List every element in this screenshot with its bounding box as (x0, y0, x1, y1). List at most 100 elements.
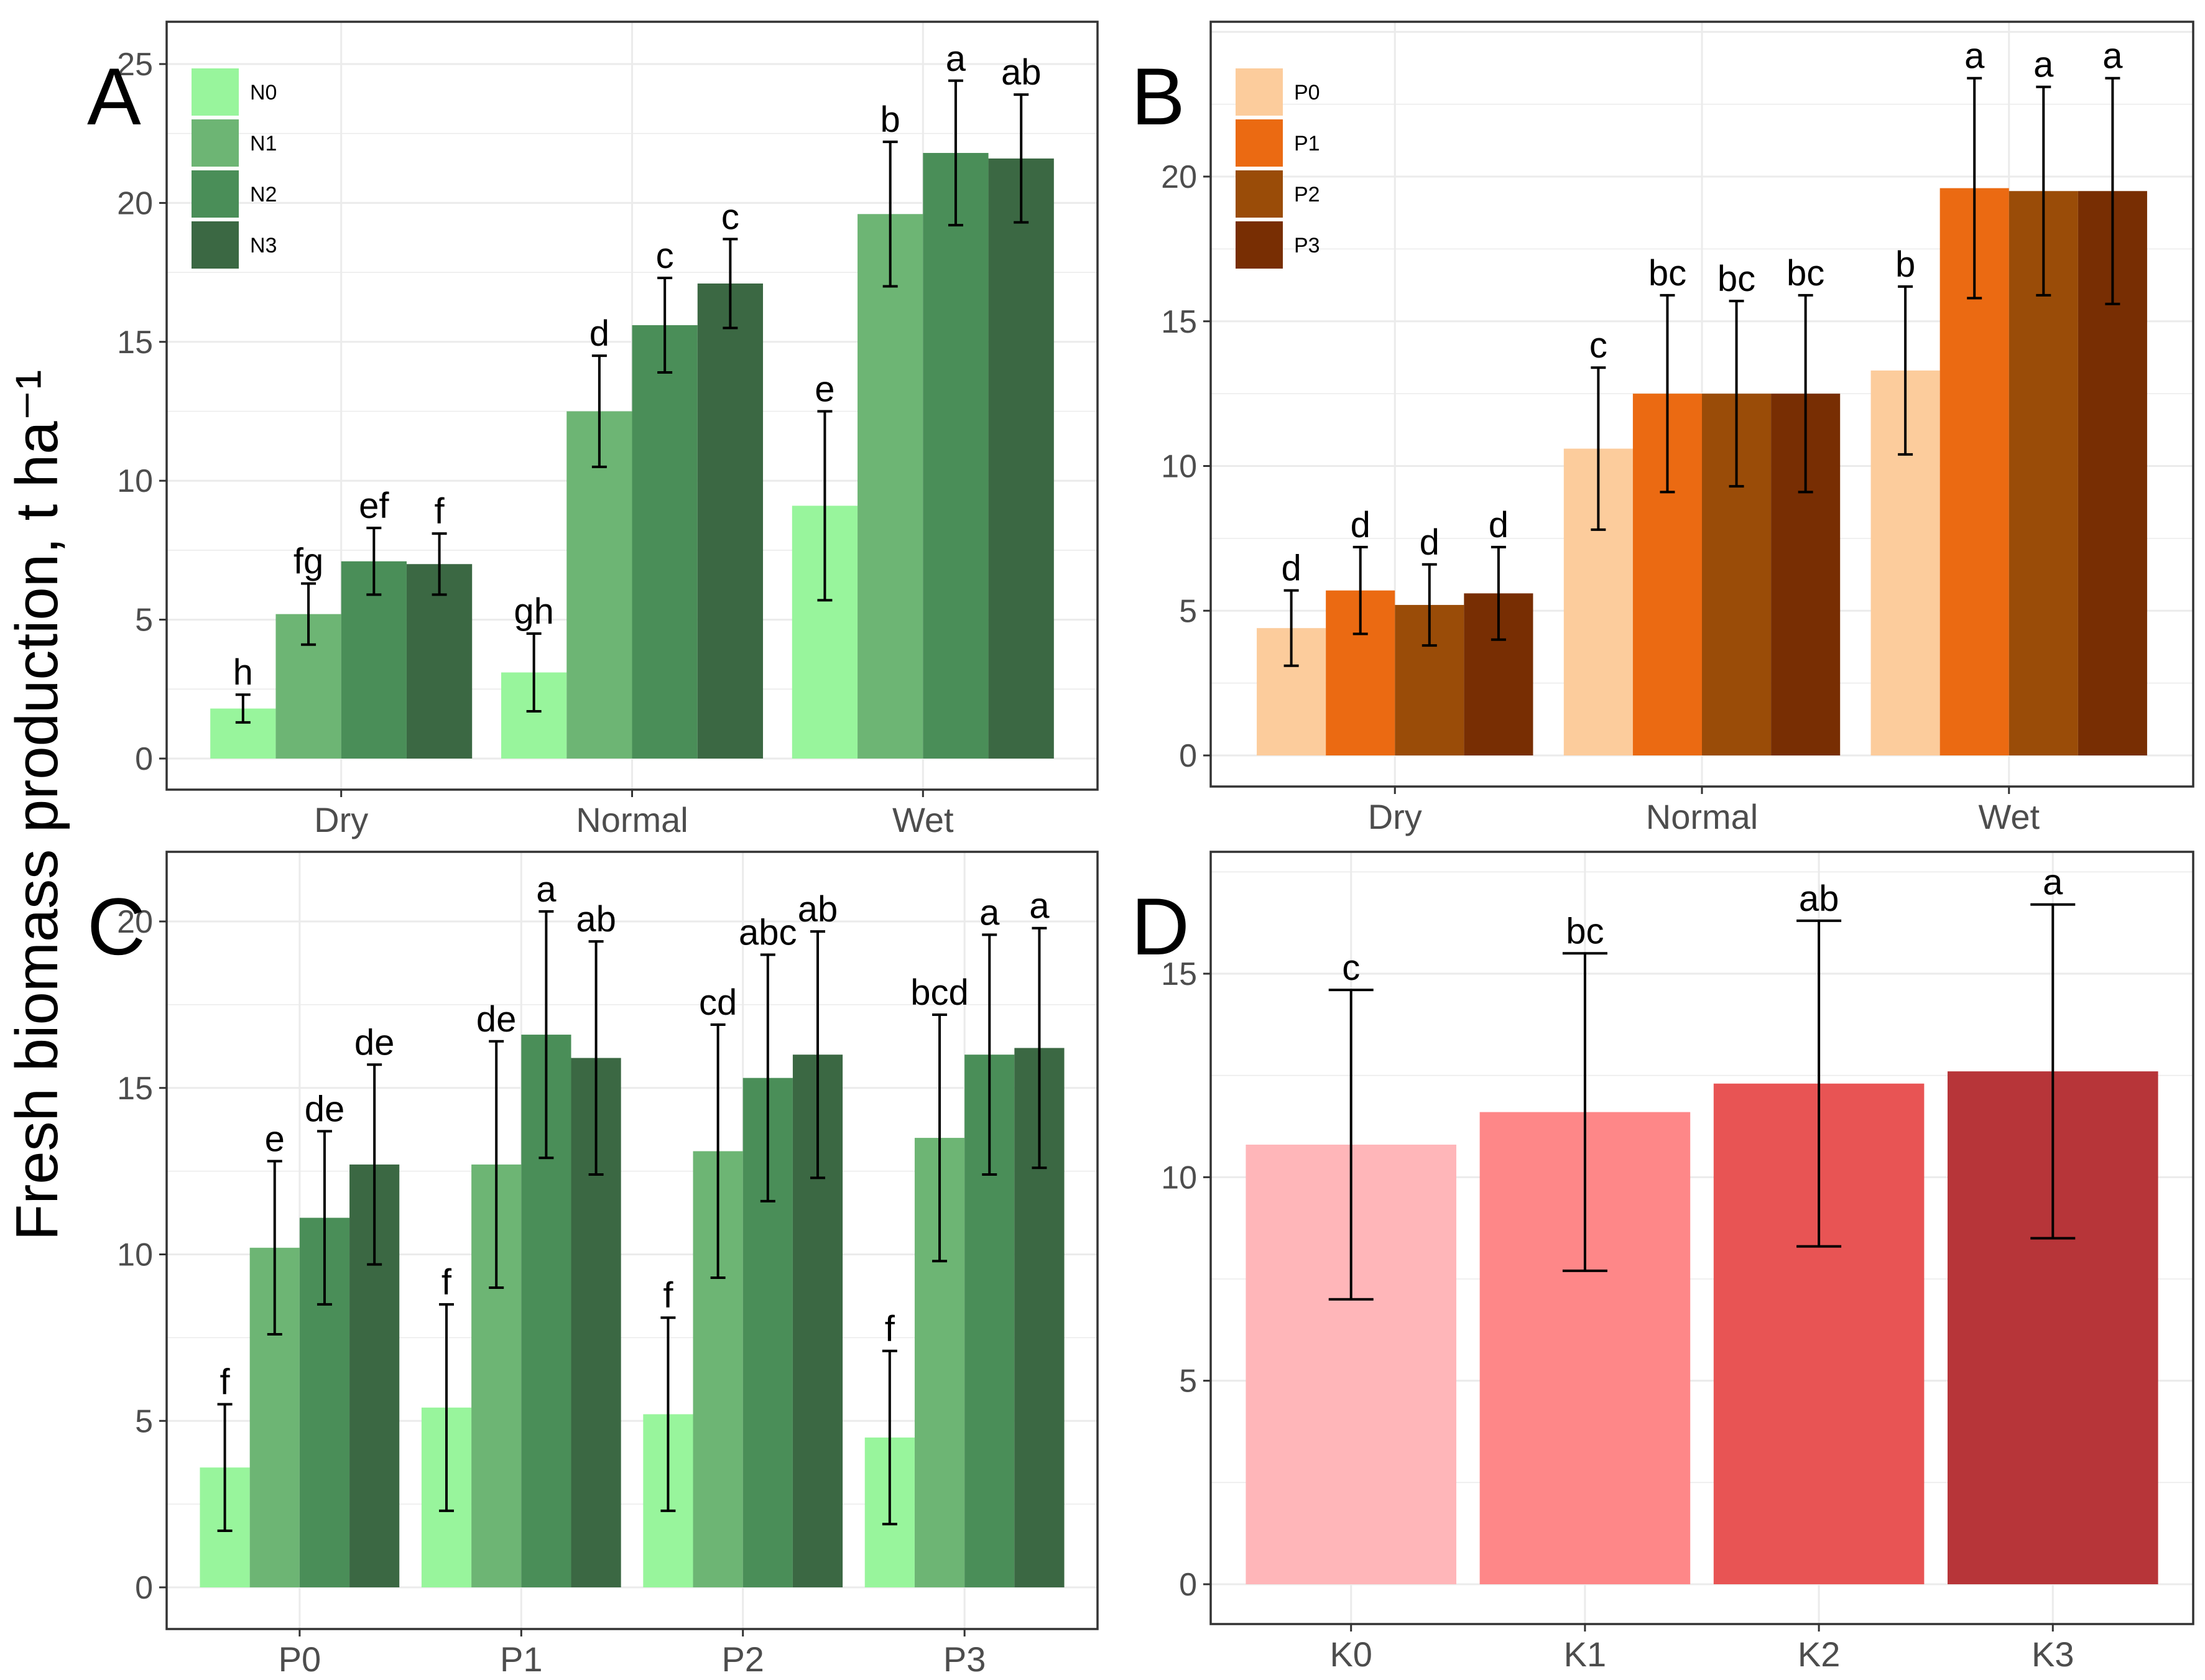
y-tick-label: 10 (1161, 449, 1197, 485)
x-tick-label: P2 (721, 1640, 764, 1679)
significance-letter: b (881, 99, 900, 140)
significance-letter: bc (1566, 911, 1604, 951)
x-tick-label: P0 (279, 1640, 321, 1679)
x-tick-label: Dry (1368, 797, 1422, 836)
y-tick-label: 20 (1161, 159, 1197, 195)
x-tick-label: K1 (1564, 1635, 1607, 1674)
significance-letter: ab (798, 889, 838, 930)
significance-letter: e (815, 369, 834, 410)
significance-letter: f (435, 491, 445, 532)
significance-letter: f (441, 1262, 452, 1303)
y-tick-label: 5 (135, 1403, 153, 1439)
bar-n3-wet (988, 158, 1054, 759)
significance-letter: ab (1001, 52, 1042, 93)
x-tick-label: K3 (2032, 1635, 2074, 1674)
significance-letter: d (1420, 522, 1440, 563)
legend-key-n1 (192, 119, 239, 167)
y-tick-label: 10 (1161, 1160, 1197, 1196)
y-tick-label: 10 (117, 463, 153, 499)
significance-letter: b (1895, 244, 1915, 285)
bar-n2-wet (923, 152, 989, 759)
y-tick-label: 15 (117, 325, 153, 361)
x-tick-label: Normal (576, 800, 688, 839)
bar-n2-normal (632, 325, 698, 759)
y-tick-label: 25 (117, 47, 153, 83)
legend-key-p1 (1236, 119, 1283, 167)
legend-key-n3 (192, 221, 239, 269)
panel-border (1209, 851, 2194, 1625)
x-tick-label: Wet (892, 800, 954, 839)
y-tick-label: 5 (1179, 593, 1197, 629)
y-tick-label: 0 (1179, 1567, 1197, 1603)
panel-label: B (1131, 51, 1185, 142)
significance-letter: de (305, 1089, 345, 1129)
significance-letter: a (536, 869, 557, 910)
legend-key-n2 (192, 170, 239, 218)
panel-label: C (87, 881, 146, 972)
x-tick-label: Normal (1646, 797, 1758, 836)
panel-label: D (1131, 881, 1190, 972)
legend-label: P3 (1294, 234, 1320, 257)
legend-label: P2 (1294, 183, 1320, 206)
significance-letter: f (220, 1362, 231, 1402)
significance-letter: a (2033, 45, 2054, 85)
significance-letter: a (1964, 36, 1985, 76)
panel-a: h gh e fg d b ef c a f c ab 0 5 10 15 20 25 Dry Normal Wet A N… (87, 21, 1099, 839)
y-tick-label: 15 (1161, 956, 1197, 992)
significance-letter: d (589, 313, 609, 354)
significance-letter: ab (576, 899, 616, 939)
legend-key-p3 (1236, 221, 1283, 269)
significance-letter: bc (1717, 259, 1755, 299)
legend-key-p2 (1236, 170, 1283, 218)
bar-n1-wet (858, 214, 923, 759)
significance-letter: bc (1648, 253, 1686, 293)
legend-label: P1 (1294, 132, 1320, 155)
significance-letter: a (979, 892, 1000, 933)
significance-letter: fg (294, 542, 323, 582)
x-tick-label: P3 (943, 1640, 986, 1679)
significance-letter: ab (1799, 879, 1839, 919)
y-tick-label: 20 (117, 904, 153, 940)
significance-letter: ef (359, 486, 389, 526)
x-tick-label: K0 (1329, 1635, 1372, 1674)
significance-letter: a (1029, 886, 1050, 926)
y-tick-label: 5 (135, 602, 153, 639)
legend-key-p0 (1236, 68, 1283, 116)
y-tick-label: 10 (117, 1237, 153, 1273)
significance-letter: cd (699, 982, 737, 1023)
bar-n3-dry (406, 564, 473, 759)
bar-n1-normal (566, 411, 632, 759)
significance-letter: bcd (910, 972, 969, 1013)
bar-n3-normal (697, 283, 764, 759)
legend-label: N0 (250, 81, 277, 104)
significance-letter: a (2102, 36, 2123, 76)
panel-b: d c b d bc a d bc a d bc a 0 5 10 15 20 Dry Normal Wet B P0 P1… (1131, 21, 2194, 836)
y-axis-label: Fresh biomass production, t ha⁻¹ (4, 370, 70, 1241)
significance-letter: d (1351, 505, 1371, 545)
x-tick-label: Wet (1978, 797, 2040, 836)
significance-letter: c (1342, 948, 1360, 988)
x-tick-label: Dry (314, 800, 368, 839)
significance-letter: c (721, 196, 739, 237)
legend-label: N3 (250, 234, 277, 257)
legend-key-n0 (192, 68, 239, 116)
y-tick-label: 20 (117, 185, 153, 221)
significance-letter: d (1489, 505, 1509, 545)
significance-letter: f (885, 1309, 895, 1349)
significance-letter: de (476, 999, 517, 1040)
y-tick-label: 0 (1179, 738, 1197, 774)
y-tick-label: 15 (1161, 304, 1197, 340)
legend-label: N2 (250, 183, 277, 206)
significance-letter: c (656, 236, 674, 276)
panel-label: A (87, 51, 141, 142)
panel-d: c bc ab a 0 5 10 15 K0 K1 K2 K3 D (1131, 851, 2194, 1674)
significance-letter: c (1589, 325, 1607, 366)
significance-letter: f (663, 1275, 673, 1316)
x-tick-label: P1 (500, 1640, 543, 1679)
y-tick-label: 0 (135, 741, 153, 777)
significance-letter: de (354, 1022, 395, 1063)
panel-border (165, 851, 1099, 1630)
significance-letter: gh (514, 591, 554, 632)
